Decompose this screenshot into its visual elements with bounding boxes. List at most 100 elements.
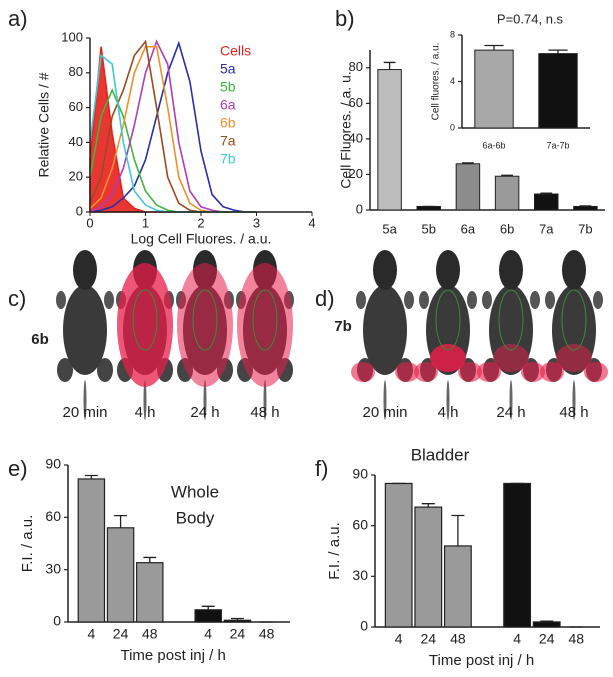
- signal: [521, 362, 545, 382]
- mouse-head: [562, 250, 586, 290]
- x-tick-label: 6a: [461, 221, 476, 236]
- signal: [351, 362, 375, 382]
- line: [89, 40, 257, 213]
- bar: [194, 609, 222, 623]
- x-tick-label: 6a-6b: [482, 140, 505, 150]
- organ-outline: [498, 289, 524, 351]
- mouse-tail: [203, 380, 207, 420]
- mouse-images: [56, 250, 294, 420]
- y-tick-label: 0: [76, 203, 83, 218]
- mouse-arm: [104, 291, 114, 309]
- error-bar: [548, 49, 568, 54]
- panel-label: a): [8, 6, 28, 31]
- time-label: 48 h: [559, 404, 588, 421]
- y-tick-label: 60: [45, 508, 61, 524]
- error-bar: [579, 205, 592, 207]
- mouse-tail: [83, 380, 87, 420]
- mouse-head: [436, 250, 460, 290]
- mouse-tail: [509, 380, 513, 420]
- mouse-leg: [97, 358, 113, 382]
- x-axis-label: Time post inj / h: [429, 652, 534, 669]
- x-axis-label: Time post inj / h: [120, 647, 225, 664]
- chart-title: Bladder: [411, 445, 470, 464]
- error-bar: [421, 503, 435, 508]
- signal: [556, 344, 592, 372]
- mouse-leg: [57, 358, 73, 382]
- mouse-head: [373, 250, 397, 290]
- x-axis-label: Log Cell Fluores. / a.u.: [131, 231, 272, 247]
- x-tick-label: 48: [450, 631, 466, 647]
- y-tick-label: 60: [69, 99, 83, 114]
- y-tick-label: 90: [45, 456, 61, 472]
- x-tick-label: 4: [395, 631, 403, 647]
- signal: [177, 263, 233, 387]
- error-bar: [383, 61, 396, 70]
- y-tick-label: 8: [450, 29, 455, 39]
- x-tick-label: 2: [197, 215, 204, 230]
- y-tick-label: 0: [356, 201, 363, 216]
- y-tick-label: 80: [69, 64, 83, 79]
- y-axis-label: F.I. / a.u.: [326, 522, 343, 580]
- error-bar: [484, 44, 504, 51]
- mouse-tail: [572, 380, 576, 420]
- organ-outline: [132, 289, 158, 351]
- mouse-tail: [143, 380, 147, 420]
- mouse-arm: [404, 291, 414, 309]
- x-tick-label: 24: [113, 626, 129, 642]
- signal: [540, 362, 564, 382]
- bar: [106, 527, 135, 623]
- y-tick-label: 30: [352, 567, 368, 583]
- x-tick-label: 24: [421, 631, 437, 647]
- mouse-head: [73, 250, 97, 290]
- panel-label: b): [335, 6, 355, 31]
- signal: [477, 362, 501, 382]
- organ-outline: [252, 289, 278, 351]
- error-bar: [501, 174, 513, 177]
- panel-label: c): [8, 286, 26, 311]
- x-tick-label: 4: [308, 215, 315, 230]
- compound-label: 6b: [31, 331, 49, 348]
- y-tick-label: 4: [450, 76, 455, 86]
- y-tick-label: 0: [53, 613, 61, 629]
- bar: [136, 562, 164, 623]
- x-tick-label: 4: [87, 626, 95, 642]
- mouse-arm: [545, 291, 555, 309]
- annotation: P=0.74, n.s: [497, 11, 564, 26]
- bar: [455, 163, 481, 211]
- signal: [458, 362, 482, 382]
- annotation: Whole: [171, 482, 219, 501]
- error-bar: [230, 617, 244, 621]
- x-tick-label: 3: [253, 215, 260, 230]
- bar: [503, 482, 532, 628]
- bar: [538, 53, 578, 129]
- time-label: 20 min: [62, 404, 107, 421]
- legend-label: 6a: [220, 97, 236, 113]
- x-tick-label: 7b: [578, 221, 592, 236]
- bar: [474, 49, 514, 129]
- bar: [384, 482, 413, 628]
- y-tick-label: 80: [349, 59, 363, 74]
- x-tick-label: 7a-7b: [546, 140, 569, 150]
- mouse-images: [351, 250, 608, 420]
- error-bar: [84, 474, 98, 479]
- bar: [573, 205, 598, 211]
- y-tick-label: 0: [450, 122, 455, 132]
- mouse-tail: [263, 380, 267, 420]
- mouse-body: [63, 285, 107, 375]
- error-bar: [540, 620, 554, 622]
- y-tick-label: 20: [69, 169, 83, 184]
- signal: [584, 362, 608, 382]
- bar: [77, 478, 106, 623]
- mouse-arm: [419, 291, 429, 309]
- mouse-arm: [482, 291, 492, 309]
- bar: [494, 175, 520, 211]
- mouse-head: [499, 250, 523, 290]
- error-bar: [462, 162, 474, 164]
- legend-label: 7a: [220, 133, 236, 149]
- x-tick-label: 1: [142, 215, 149, 230]
- x-tick-label: 4: [513, 631, 521, 647]
- organ-outline: [435, 289, 461, 351]
- error-bar: [451, 514, 465, 546]
- x-tick-label: 5a: [382, 221, 397, 236]
